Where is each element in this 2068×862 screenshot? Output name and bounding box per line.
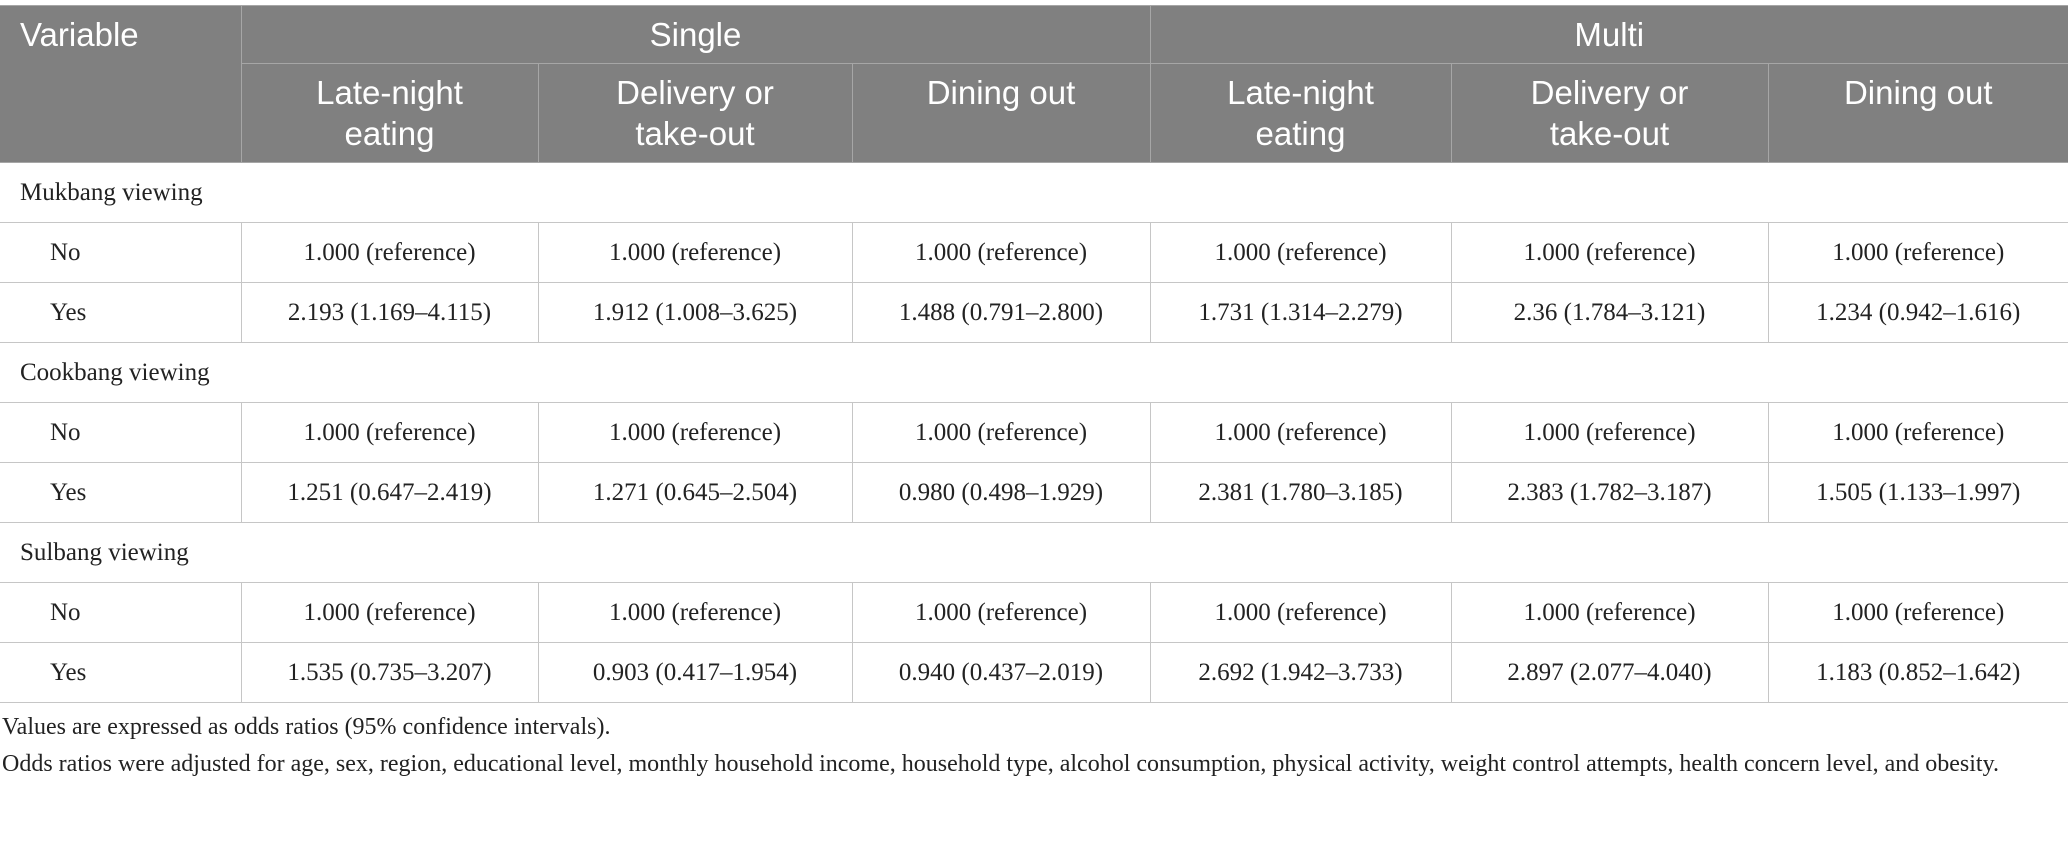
data-row: Yes 1.251 (0.647–2.419) 1.271 (0.645–2.504… [0, 462, 2068, 523]
variable-header: Variable [0, 5, 242, 163]
row-label: Yes [0, 282, 242, 343]
cell: 1.183 (0.852–1.642) [1767, 642, 2068, 703]
cell: 1.000 (reference) [1450, 402, 1769, 463]
column-header-text: Delivery or take-out [1530, 74, 1689, 152]
cell: 1.000 (reference) [851, 582, 1151, 643]
section-row: Mukbang viewing [0, 162, 2068, 223]
cell: 1.535 (0.735–3.207) [240, 642, 539, 703]
cell: 0.980 (0.498–1.929) [851, 462, 1151, 523]
cell: 1.000 (reference) [240, 402, 539, 463]
column-header-text: Dining out [926, 74, 1076, 111]
cell: 1.000 (reference) [1149, 222, 1452, 283]
header-row: Variable Single Multi [0, 5, 2068, 163]
column-header: Delivery or take-out [1450, 63, 1769, 163]
cell: 1.000 (reference) [1149, 582, 1452, 643]
section-row: Cookbang viewing [0, 342, 2068, 403]
cell: 2.193 (1.169–4.115) [240, 282, 539, 343]
cell: 1.000 (reference) [851, 402, 1151, 463]
column-header-text: Late-night eating [1227, 74, 1374, 152]
cell: 1.000 (reference) [1767, 582, 2068, 643]
footnotes: Values are expressed as odds ratios (95%… [2, 709, 2052, 783]
column-header-text: Late-night eating [316, 74, 463, 152]
cell: 1.000 (reference) [1767, 402, 2068, 463]
group-header: Multi [1149, 5, 2068, 64]
section-title: Cookbang viewing [0, 342, 2068, 403]
cell: 2.383 (1.782–3.187) [1450, 462, 1769, 523]
cell: 2.897 (2.077–4.040) [1450, 642, 1769, 703]
row-label: No [0, 402, 242, 463]
cell: 1.000 (reference) [1767, 222, 2068, 283]
column-header: Dining out [851, 63, 1151, 163]
column-header-text: Dining out [1843, 74, 1993, 111]
cell: 1.731 (1.314–2.279) [1149, 282, 1452, 343]
data-row: Yes 1.535 (0.735–3.207) 0.903 (0.417–1.954… [0, 642, 2068, 703]
cell: 1.000 (reference) [537, 582, 853, 643]
data-row: No 1.000 (reference) 1.000 (reference) 1.00… [0, 402, 2068, 463]
cell: 1.912 (1.008–3.625) [537, 282, 853, 343]
cell: 2.381 (1.780–3.185) [1149, 462, 1452, 523]
subheader-row: Late-night eating Delivery or take-out Din… [0, 63, 2068, 163]
data-row: Yes 2.193 (1.169–4.115) 1.912 (1.008–3.625… [0, 282, 2068, 343]
column-header: Late-night eating [1149, 63, 1452, 163]
group-header: Single [240, 5, 1151, 64]
cell: 1.000 (reference) [537, 402, 853, 463]
data-row: No 1.000 (reference) 1.000 (reference) 1.00… [0, 582, 2068, 643]
cell: 1.488 (0.791–2.800) [851, 282, 1151, 343]
cell: 1.000 (reference) [851, 222, 1151, 283]
cell: 1.000 (reference) [240, 582, 539, 643]
cell: 2.36 (1.784–3.121) [1450, 282, 1769, 343]
row-label: No [0, 222, 242, 283]
cell: 1.505 (1.133–1.997) [1767, 462, 2068, 523]
section-title: Sulbang viewing [0, 522, 2068, 583]
cell: 0.940 (0.437–2.019) [851, 642, 1151, 703]
section-row: Sulbang viewing [0, 522, 2068, 583]
cell: 1.271 (0.645–2.504) [537, 462, 853, 523]
footnote: Values are expressed as odds ratios (95%… [2, 714, 611, 740]
row-label: Yes [0, 462, 242, 523]
column-header: Late-night eating [240, 63, 539, 163]
results-table: Variable Single Multi Late-night eating Deli… [0, 5, 2068, 703]
cell: 1.000 (reference) [537, 222, 853, 283]
data-row: No 1.000 (reference) 1.000 (reference) 1.00… [0, 222, 2068, 283]
column-header-text: Delivery or take-out [616, 74, 774, 152]
section-title: Mukbang viewing [0, 162, 2068, 223]
cell: 1.000 (reference) [1450, 222, 1769, 283]
footnote: Odds ratios were adjusted for age, sex, … [2, 751, 2000, 777]
cell: 1.000 (reference) [240, 222, 539, 283]
cell: 1.000 (reference) [1450, 582, 1769, 643]
cell: 2.692 (1.942–3.733) [1149, 642, 1452, 703]
column-header: Dining out [1767, 63, 2068, 163]
column-header: Delivery or take-out [537, 63, 853, 163]
cell: 1.251 (0.647–2.419) [240, 462, 539, 523]
row-label: Yes [0, 642, 242, 703]
cell: 1.000 (reference) [1149, 402, 1452, 463]
cell: 0.903 (0.417–1.954) [537, 642, 853, 703]
row-label: No [0, 582, 242, 643]
cell: 1.234 (0.942–1.616) [1767, 282, 2068, 343]
